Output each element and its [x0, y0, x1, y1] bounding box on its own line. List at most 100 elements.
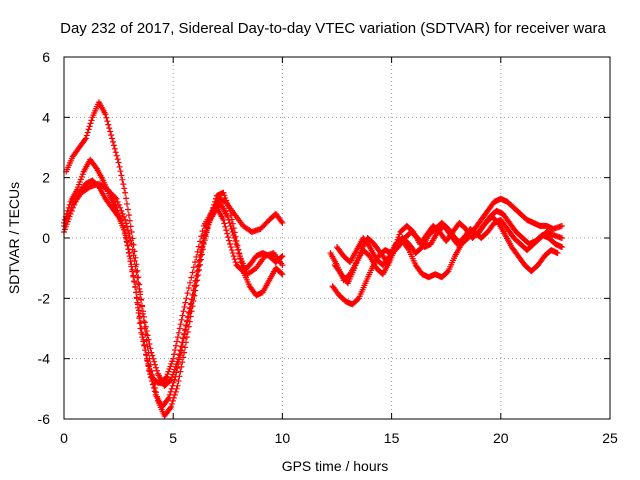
data-point [226, 237, 233, 244]
data-point [185, 323, 192, 330]
data-point [182, 327, 189, 334]
data-point [170, 394, 177, 401]
data-point [114, 198, 121, 205]
data-point [167, 377, 174, 384]
data-point [279, 271, 286, 278]
data-point [141, 341, 148, 348]
data-point [192, 277, 199, 284]
data-point [123, 195, 130, 202]
data-point [131, 278, 138, 285]
data-point [141, 319, 148, 326]
data-point [197, 249, 204, 256]
data-point [170, 355, 177, 362]
data-point [279, 262, 286, 269]
data-point [120, 181, 127, 188]
data-point [174, 358, 181, 365]
data-point [225, 234, 232, 241]
data-point [197, 253, 204, 260]
data-point [130, 272, 137, 279]
data-point [109, 138, 116, 145]
data-point [152, 384, 159, 391]
data-point [189, 291, 196, 298]
series-4 [61, 180, 286, 389]
data-point [131, 257, 138, 264]
data-point [119, 222, 126, 229]
data-point [135, 280, 142, 287]
data-point [190, 264, 197, 271]
x-tick-label: 20 [493, 430, 509, 446]
data-point [139, 308, 146, 315]
data-point [113, 195, 120, 202]
data-point [126, 217, 133, 224]
data-point [193, 272, 200, 279]
data-point [222, 223, 229, 230]
data-point [168, 400, 175, 407]
data-point [119, 176, 126, 183]
data-point [132, 283, 139, 290]
data-point [116, 163, 123, 170]
data-point [115, 201, 122, 208]
x-tick-label: 5 [169, 430, 177, 446]
data-point [558, 222, 565, 229]
data-point [229, 250, 236, 257]
data-point [142, 323, 149, 330]
data-point [181, 349, 188, 356]
data-point [194, 268, 201, 275]
data-point [558, 235, 565, 241]
y-tick-label: 0 [42, 230, 50, 246]
data-point [124, 200, 131, 207]
data-marks [61, 99, 565, 419]
data-point [149, 372, 156, 379]
data-point [227, 212, 234, 219]
data-point [365, 242, 372, 249]
data-point [200, 241, 207, 248]
data-point [126, 250, 133, 257]
data-point [184, 314, 191, 321]
data-point [124, 223, 131, 230]
data-point [122, 189, 129, 196]
data-point [62, 219, 69, 226]
data-point [103, 114, 110, 121]
data-point [170, 379, 177, 386]
data-point [127, 255, 134, 262]
y-tick-label: 2 [42, 170, 50, 186]
data-point [153, 367, 160, 374]
data-point [92, 164, 99, 171]
data-point [64, 213, 71, 220]
data-point [146, 341, 153, 348]
data-point [143, 328, 150, 335]
data-point [104, 118, 111, 125]
data-point [133, 269, 140, 276]
data-point [153, 389, 160, 396]
data-point [175, 329, 182, 336]
data-point [185, 309, 192, 316]
data-point [151, 380, 158, 387]
data-point [173, 338, 180, 345]
data-point [139, 302, 145, 309]
data-point [187, 301, 194, 308]
data-point [554, 250, 561, 257]
y-tick-label: -2 [38, 290, 51, 306]
data-point [179, 339, 186, 346]
series-8 [334, 216, 565, 269]
y-tick-label: -6 [38, 411, 51, 427]
data-point [148, 367, 155, 374]
data-point [180, 335, 187, 342]
data-point [187, 313, 194, 320]
data-point [109, 135, 116, 142]
data-point [184, 290, 191, 297]
x-tick-label: 10 [275, 430, 291, 446]
data-point [124, 227, 131, 234]
data-point [558, 244, 565, 251]
x-tick-label: 0 [60, 430, 68, 446]
data-point [188, 274, 195, 281]
data-point [227, 244, 234, 251]
data-point [182, 322, 189, 329]
data-point [195, 263, 202, 270]
data-point [142, 347, 149, 354]
data-point [151, 358, 158, 365]
data-point [211, 201, 218, 208]
data-point [191, 282, 198, 289]
data-point [135, 307, 142, 314]
data-point [174, 334, 181, 341]
